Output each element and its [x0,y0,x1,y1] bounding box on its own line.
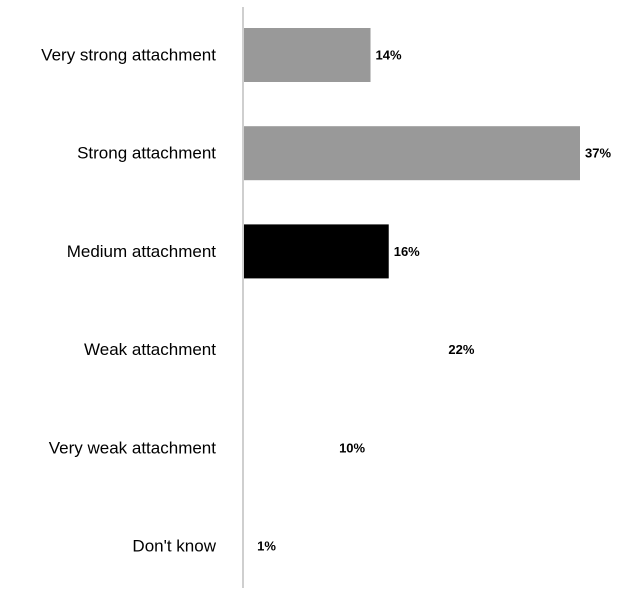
bar [244,322,444,377]
bar [244,420,335,475]
bars-group [244,28,580,573]
value-label: 22% [448,342,474,357]
category-label: Strong attachment [77,144,216,163]
value-labels-group: 14% 37% 16% 22% 10% 1% [257,48,611,554]
category-labels-group: Very strong attachment Strong attachment M… [41,46,217,556]
category-label: Weak attachment [84,340,216,359]
bar [244,126,580,181]
bar [244,224,389,279]
category-label: Very weak attachment [49,438,217,457]
bar [244,28,371,82]
value-label: 37% [585,146,611,161]
category-label: Medium attachment [67,242,217,261]
value-label: 14% [376,48,402,63]
value-label: 16% [394,244,420,259]
value-label: 1% [257,539,276,554]
category-label: Don't know [132,537,216,556]
bar [244,519,253,573]
value-label: 10% [339,440,365,455]
category-label: Very strong attachment [41,46,216,65]
